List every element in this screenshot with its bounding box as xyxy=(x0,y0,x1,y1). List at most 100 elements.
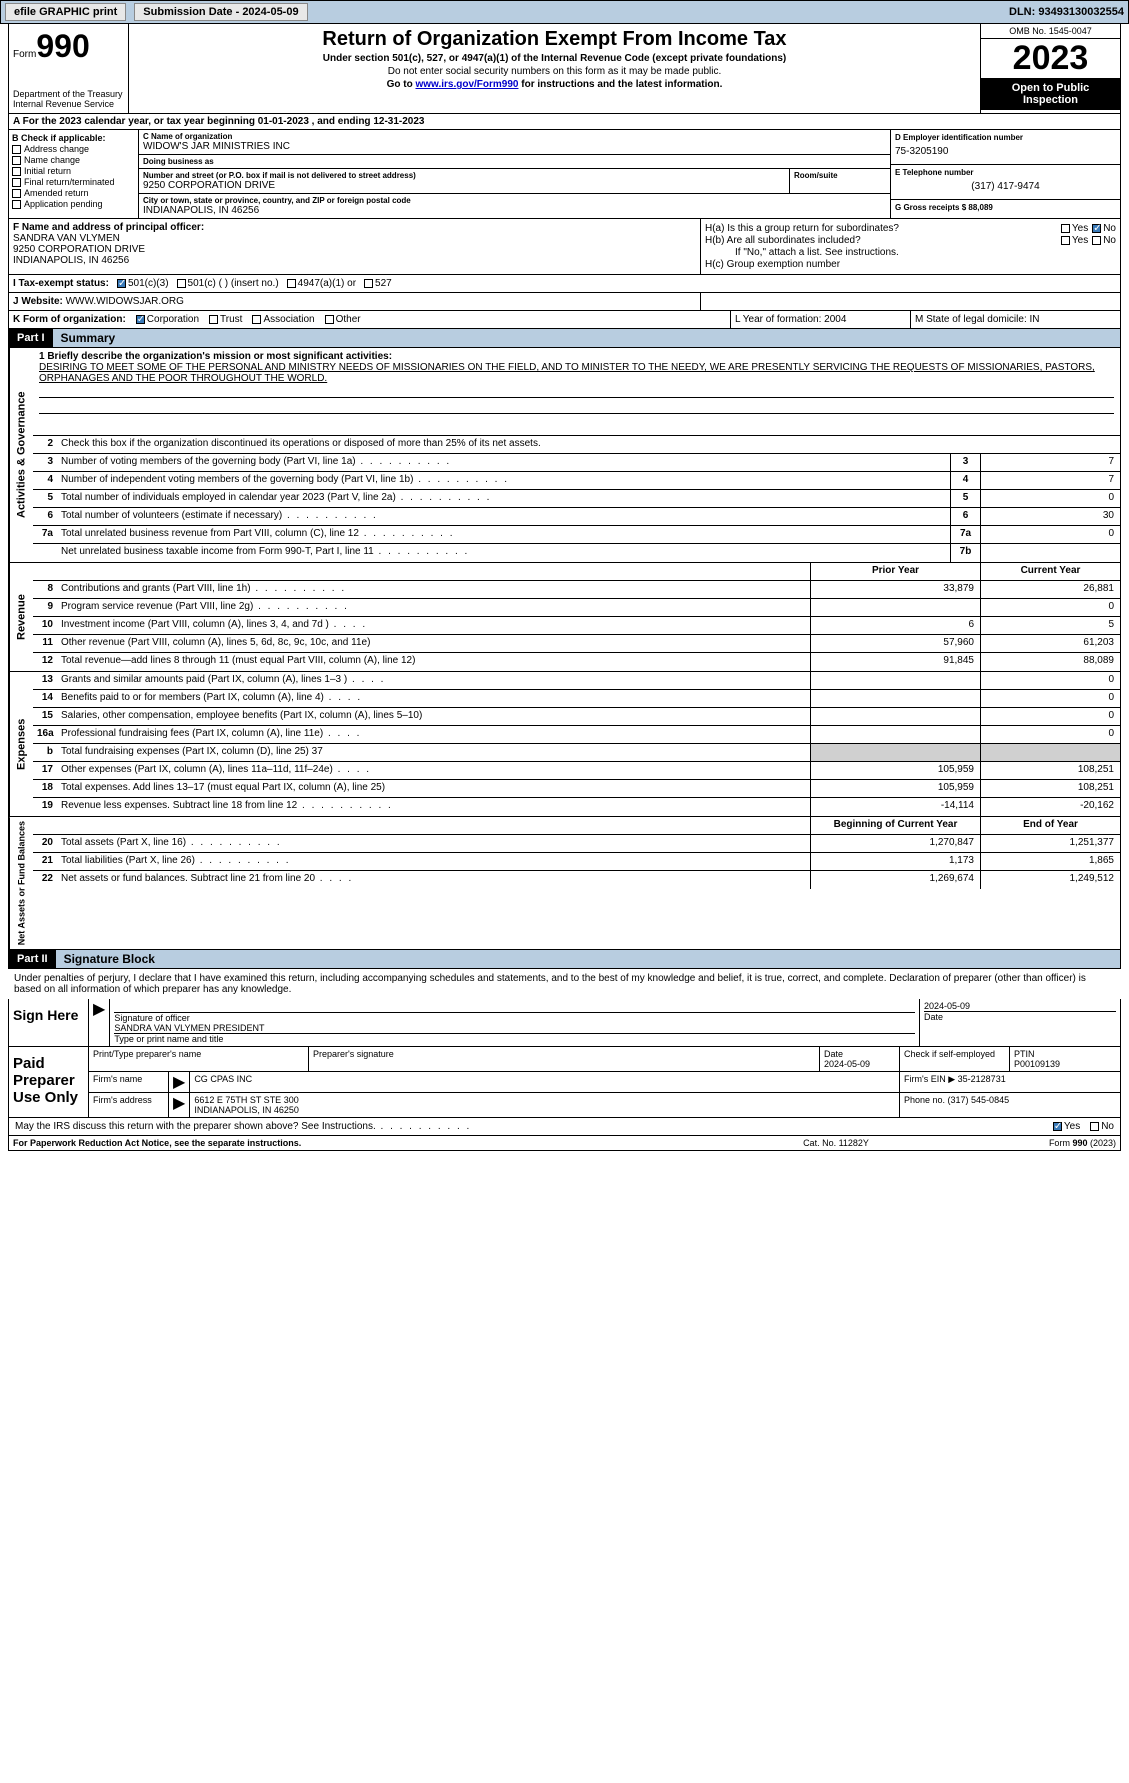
governance-section: Activities & Governance 1 Briefly descri… xyxy=(8,348,1121,563)
l18-prior: 105,959 xyxy=(810,780,980,797)
chk-name-change[interactable] xyxy=(12,156,21,165)
l18-current: 108,251 xyxy=(980,780,1120,797)
ein-value: 75-3205190 xyxy=(895,142,1116,161)
prep-sig-label: Preparer's signature xyxy=(313,1049,815,1059)
line7b-val xyxy=(980,544,1120,562)
sign-here-section: Sign Here ▶ Signature of officer SANDRA … xyxy=(8,999,1121,1047)
l16b-current xyxy=(980,744,1120,761)
line5-val: 0 xyxy=(980,490,1120,507)
form-number-box: Form990 Department of the Treasury Inter… xyxy=(9,24,129,113)
tel-label: E Telephone number xyxy=(895,168,1116,177)
chk-other[interactable] xyxy=(325,315,334,324)
title-box: Return of Organization Exempt From Incom… xyxy=(129,24,980,113)
ha-no[interactable] xyxy=(1092,224,1101,233)
line3-val: 7 xyxy=(980,454,1120,471)
line4-val: 7 xyxy=(980,472,1120,489)
netassets-section: Net Assets or Fund Balances Beginning of… xyxy=(8,817,1121,950)
subtitle-3: Go to www.irs.gov/Form990 for instructio… xyxy=(135,79,974,90)
l13-current: 0 xyxy=(980,672,1120,689)
type-name-label: Type or print name and title xyxy=(114,1033,915,1044)
city-label: City or town, state or province, country… xyxy=(143,196,886,205)
part2-num: Part II xyxy=(9,951,56,967)
sig-date-label: Date xyxy=(924,1011,1116,1022)
prep-date-value: 2024-05-09 xyxy=(824,1059,895,1069)
hb-yes[interactable] xyxy=(1061,236,1070,245)
l20-begin: 1,270,847 xyxy=(810,835,980,852)
chk-assoc[interactable] xyxy=(252,315,261,324)
prep-name-label: Print/Type preparer's name xyxy=(93,1049,304,1059)
chk-501c[interactable] xyxy=(177,279,186,288)
paid-preparer-section: Paid Preparer Use Only Print/Type prepar… xyxy=(8,1047,1121,1118)
chk-corp[interactable] xyxy=(136,315,145,324)
state-domicile: M State of legal domicile: IN xyxy=(910,311,1120,328)
chk-527[interactable] xyxy=(364,279,373,288)
l15-current: 0 xyxy=(980,708,1120,725)
chk-initial[interactable] xyxy=(12,167,21,176)
tax-year: 2023 xyxy=(981,39,1120,78)
submission-date: Submission Date - 2024-05-09 xyxy=(134,3,307,21)
addr-value: 9250 CORPORATION DRIVE xyxy=(143,180,785,191)
discuss-yes[interactable] xyxy=(1053,1122,1062,1131)
chk-address-change[interactable] xyxy=(12,145,21,154)
ein-label: D Employer identification number xyxy=(895,133,1116,142)
ha-yes[interactable] xyxy=(1061,224,1070,233)
chk-trust[interactable] xyxy=(209,315,218,324)
end-year-header: End of Year xyxy=(980,817,1120,834)
officer-addr2: INDIANAPOLIS, IN 46256 xyxy=(13,255,696,266)
sign-here-label: Sign Here xyxy=(9,999,89,1046)
officer-addr1: 9250 CORPORATION DRIVE xyxy=(13,244,696,255)
form-number: 990 xyxy=(36,28,89,64)
section-abc: B Check if applicable: Address change Na… xyxy=(8,130,1121,219)
l9-current: 0 xyxy=(980,599,1120,616)
efile-button[interactable]: efile GRAPHIC print xyxy=(5,3,126,21)
discuss-row: May the IRS discuss this return with the… xyxy=(8,1118,1121,1136)
department: Department of the Treasury Internal Reve… xyxy=(13,89,124,109)
part1-num: Part I xyxy=(9,330,53,346)
l21-begin: 1,173 xyxy=(810,853,980,870)
hc-label: H(c) Group exemption number xyxy=(705,259,840,270)
line7a-desc: Total unrelated business revenue from Pa… xyxy=(57,526,950,543)
chk-amended[interactable] xyxy=(12,189,21,198)
section-f: F Name and address of principal officer:… xyxy=(8,219,1121,275)
part1-title: Summary xyxy=(53,329,1120,347)
line6-val: 30 xyxy=(980,508,1120,525)
prep-date-label: Date xyxy=(824,1049,895,1059)
discuss-no[interactable] xyxy=(1090,1122,1099,1131)
part2-title: Signature Block xyxy=(56,950,1120,968)
sig-officer-label: Signature of officer xyxy=(114,1013,915,1023)
website-value: WWW.WIDOWSJAR.ORG xyxy=(66,296,184,307)
dba-label: Doing business as xyxy=(143,157,886,166)
chk-pending[interactable] xyxy=(12,200,21,209)
main-title: Return of Organization Exempt From Incom… xyxy=(135,28,974,51)
hb-note: If "No," attach a list. See instructions… xyxy=(735,247,899,258)
chk-501c3[interactable] xyxy=(117,279,126,288)
chk-final[interactable] xyxy=(12,178,21,187)
l10-prior: 6 xyxy=(810,617,980,634)
row-i: I Tax-exempt status: 501(c)(3) 501(c) ( … xyxy=(8,275,1121,293)
arrow-icon: ▶ xyxy=(89,999,110,1046)
l20-end: 1,251,377 xyxy=(980,835,1120,852)
mission-text: DESIRING TO MEET SOME OF THE PERSONAL AN… xyxy=(39,362,1114,384)
tel-value: (317) 417-9474 xyxy=(895,177,1116,196)
hb-label: H(b) Are all subordinates included? xyxy=(705,235,1057,246)
city-value: INDIANAPOLIS, IN 46256 xyxy=(143,205,886,216)
irs-link[interactable]: www.irs.gov/Form990 xyxy=(415,79,518,90)
l17-prior: 105,959 xyxy=(810,762,980,779)
current-year-header: Current Year xyxy=(980,563,1120,580)
ptin-value: P00109139 xyxy=(1014,1059,1116,1069)
l22-end: 1,249,512 xyxy=(980,871,1120,889)
l9-prior xyxy=(810,599,980,616)
l14-prior xyxy=(810,690,980,707)
arrow-icon: ▶ xyxy=(169,1093,190,1117)
hb-no[interactable] xyxy=(1092,236,1101,245)
org-name: WIDOW'S JAR MINISTRIES INC xyxy=(143,141,886,152)
row-j: J Website: WWW.WIDOWSJAR.ORG xyxy=(8,293,1121,311)
line3-desc: Number of voting members of the governin… xyxy=(57,454,950,471)
l19-prior: -14,114 xyxy=(810,798,980,816)
l16a-prior xyxy=(810,726,980,743)
section-c: C Name of organization WIDOW'S JAR MINIS… xyxy=(139,130,890,218)
expenses-section: Expenses 13 Grants and similar amounts p… xyxy=(8,672,1121,817)
chk-4947[interactable] xyxy=(287,279,296,288)
ha-label: H(a) Is this a group return for subordin… xyxy=(705,223,1057,234)
l11-prior: 57,960 xyxy=(810,635,980,652)
